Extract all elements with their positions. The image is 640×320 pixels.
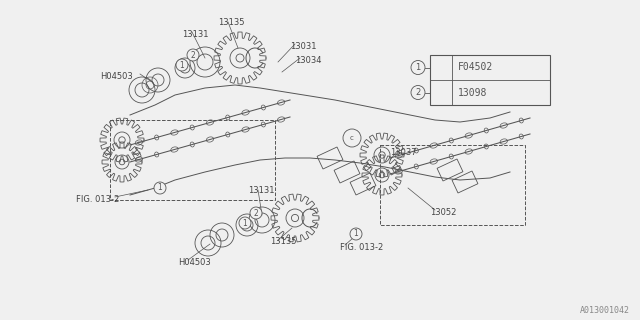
Text: 1: 1 [354, 229, 358, 238]
Circle shape [411, 60, 425, 75]
Text: 2: 2 [253, 209, 259, 218]
Text: 1: 1 [180, 60, 184, 69]
Circle shape [350, 228, 362, 240]
Text: 13031: 13031 [290, 42, 317, 51]
Bar [430, 55, 550, 105]
Text: c: c [350, 135, 354, 141]
Text: 13131: 13131 [182, 30, 209, 39]
Text: 2: 2 [415, 88, 420, 97]
Text: H04503: H04503 [178, 258, 211, 267]
Circle shape [187, 49, 199, 61]
Text: 1: 1 [243, 219, 248, 228]
Text: FIG. 013-2: FIG. 013-2 [76, 195, 119, 204]
Circle shape [411, 85, 425, 100]
Text: 13052: 13052 [430, 208, 456, 217]
Text: 2: 2 [191, 51, 195, 60]
Text: 1: 1 [157, 183, 163, 193]
Circle shape [239, 217, 251, 229]
Text: H04503: H04503 [100, 72, 132, 81]
Text: 13098: 13098 [458, 87, 488, 98]
Circle shape [154, 182, 166, 194]
Circle shape [250, 207, 262, 219]
Text: 1: 1 [415, 63, 420, 72]
Text: 13131: 13131 [248, 186, 275, 195]
Text: A013001042: A013001042 [580, 306, 630, 315]
Text: 13034: 13034 [295, 56, 321, 65]
Text: 13135: 13135 [270, 237, 296, 246]
Circle shape [176, 59, 188, 71]
Text: 13037: 13037 [390, 148, 417, 157]
Text: F04502: F04502 [458, 62, 493, 73]
Text: 13135: 13135 [218, 18, 244, 27]
Text: FIG. 013-2: FIG. 013-2 [340, 243, 383, 252]
